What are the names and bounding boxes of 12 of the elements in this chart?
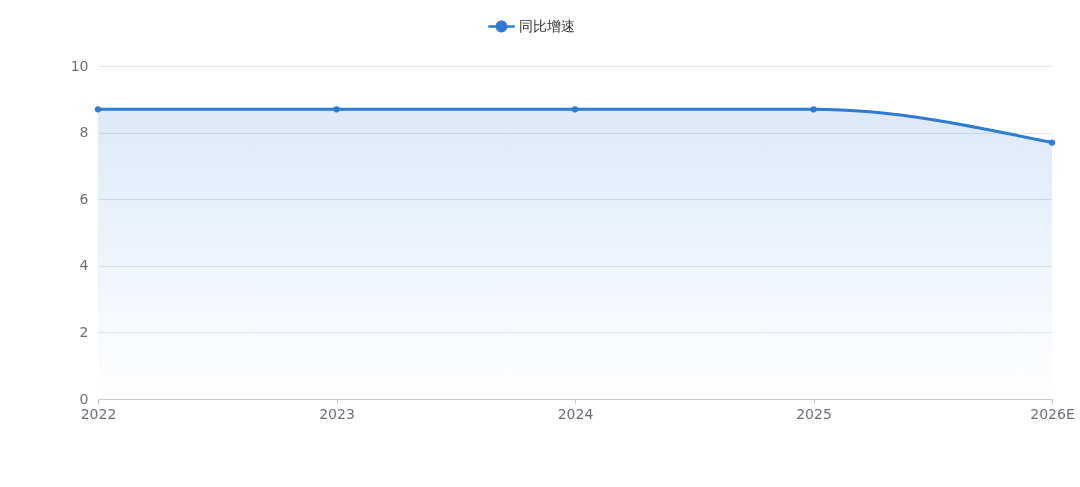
y-tick-label: 10 bbox=[70, 57, 89, 74]
y-tick-label: 2 bbox=[79, 323, 89, 340]
y-tick-label: 6 bbox=[79, 190, 89, 207]
x-tick-label: 2024 bbox=[557, 405, 594, 422]
y-tick-label: 4 bbox=[79, 257, 89, 274]
x-tick-label: 2026E bbox=[1030, 405, 1075, 422]
y-tick-label: 0 bbox=[79, 390, 89, 407]
x-tick-label: 2023 bbox=[319, 405, 355, 422]
y-tick-label: 8 bbox=[79, 124, 89, 141]
legend-label: 同比增速 bbox=[519, 17, 575, 34]
x-tick-label: 2022 bbox=[80, 405, 117, 422]
x-tick-label: 2025 bbox=[796, 405, 832, 422]
